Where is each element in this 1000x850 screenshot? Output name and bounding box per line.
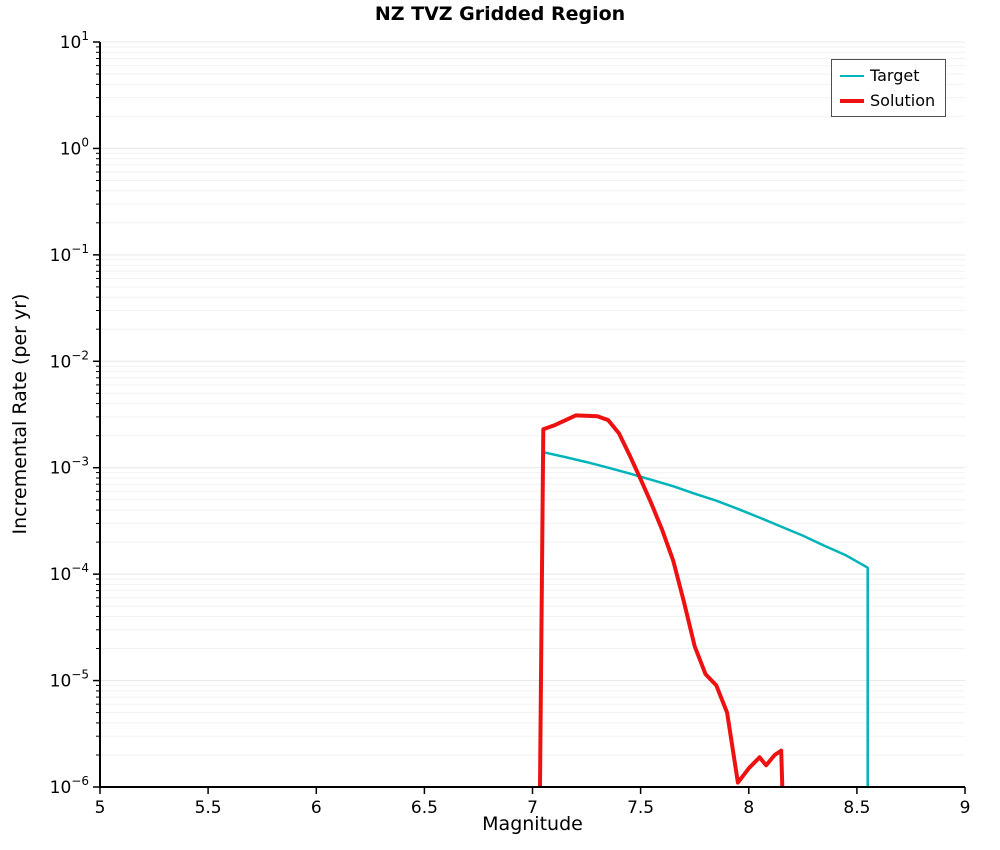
legend-item-solution: Solution: [840, 89, 935, 112]
svg-text:10−1: 10−1: [50, 242, 89, 266]
svg-text:10−6: 10−6: [50, 774, 89, 798]
target-line-sample-icon: [840, 74, 864, 77]
svg-text:7.5: 7.5: [627, 798, 654, 818]
legend-label-target: Target: [870, 66, 920, 85]
svg-text:10−2: 10−2: [50, 348, 89, 372]
svg-text:6.5: 6.5: [411, 798, 438, 818]
svg-text:100: 100: [60, 135, 89, 159]
chart-title: NZ TVZ Gridded Region: [374, 3, 626, 25]
svg-text:10−4: 10−4: [50, 561, 89, 585]
svg-text:10−5: 10−5: [50, 668, 89, 692]
legend: Target Solution: [831, 59, 947, 117]
svg-text:101: 101: [60, 29, 89, 53]
x-axis-label: Magnitude: [482, 813, 583, 835]
svg-text:5: 5: [95, 798, 106, 818]
svg-text:10−3: 10−3: [50, 455, 89, 479]
y-axis-label: Incremental Rate (per yr): [9, 293, 31, 535]
svg-text:8.5: 8.5: [843, 798, 870, 818]
svg-text:5.5: 5.5: [195, 798, 222, 818]
solution-line-sample-icon: [840, 98, 864, 103]
svg-text:6: 6: [311, 798, 322, 818]
svg-text:7: 7: [527, 798, 538, 818]
svg-text:8: 8: [743, 798, 754, 818]
legend-item-target: Target: [840, 64, 935, 87]
legend-label-solution: Solution: [870, 91, 936, 110]
svg-text:9: 9: [960, 798, 971, 818]
